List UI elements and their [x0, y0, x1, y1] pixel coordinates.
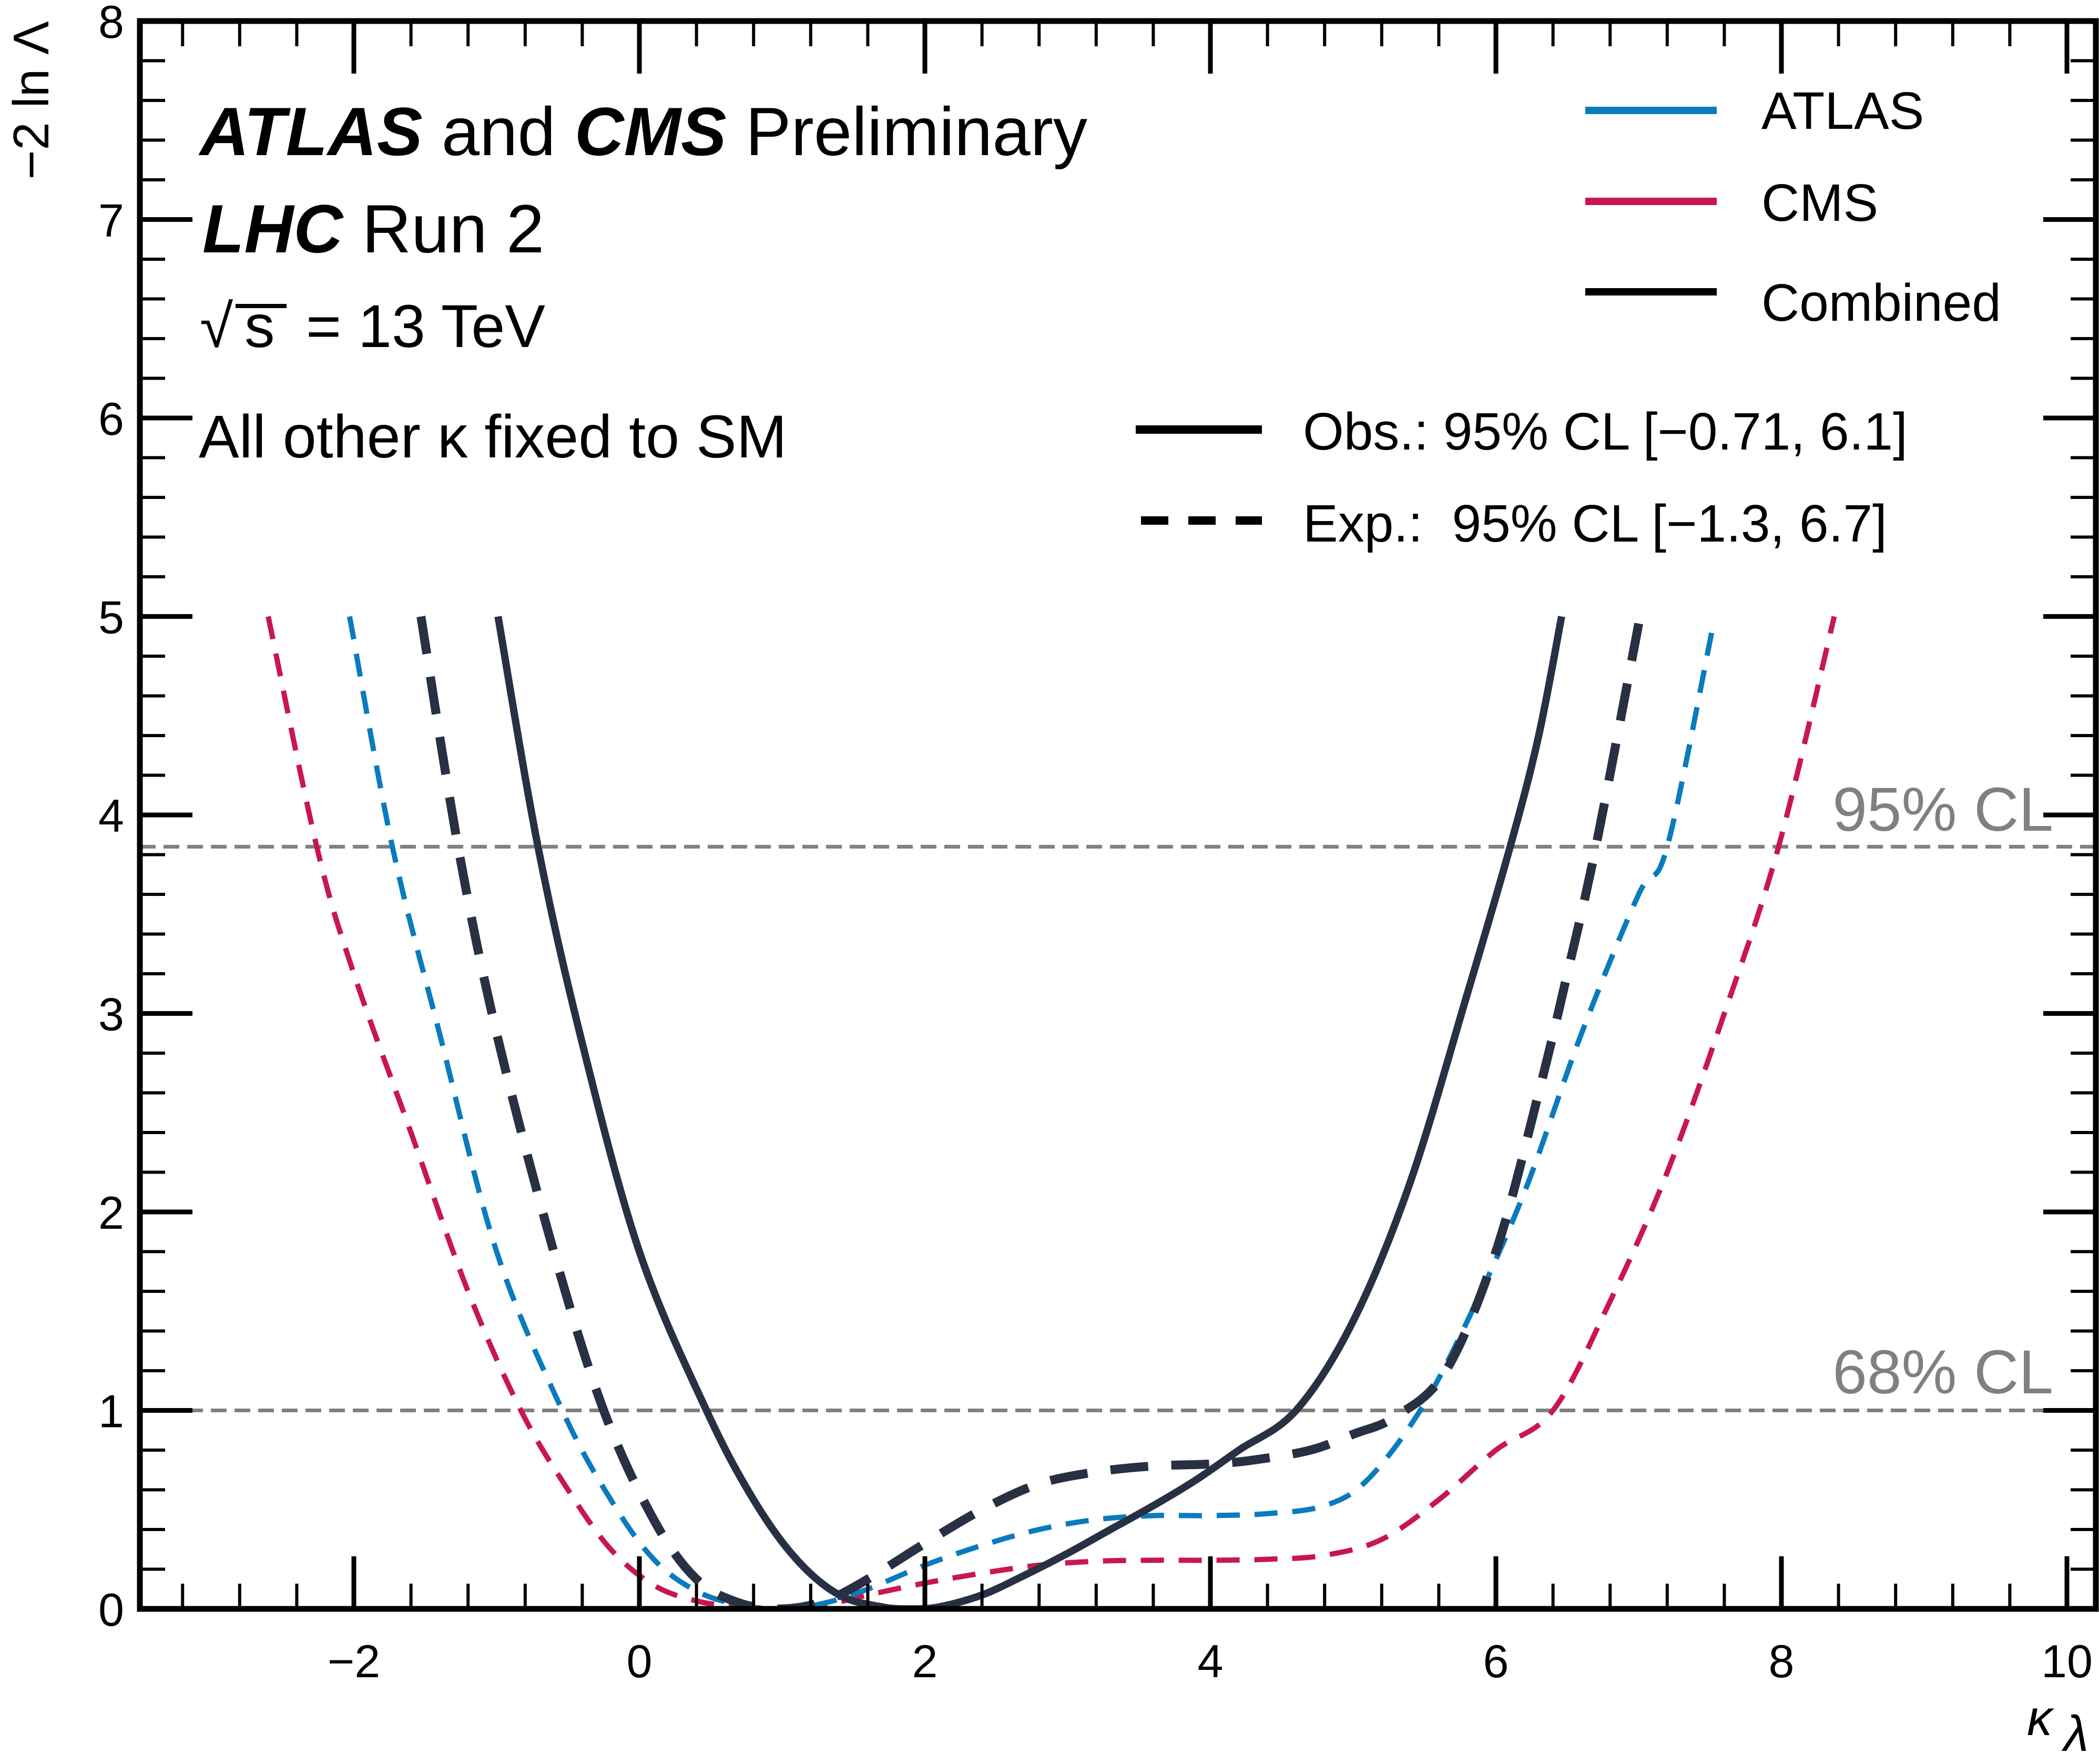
energy-annotation: √ s = 13 TeV	[200, 293, 545, 360]
y-tick-label: 2	[98, 1187, 124, 1239]
legend-label-observed: Obs.: 95% CL [−0.71, 6.1]	[1303, 402, 1908, 461]
plot-frame	[137, 18, 2099, 1612]
experiment-annotation: ATLAS and CMS Preliminary	[198, 93, 1087, 170]
y-tick-label: 3	[98, 988, 124, 1041]
x-tick-label: 2	[912, 1635, 938, 1687]
x-axis-title: κ λ	[2027, 1690, 2088, 1762]
s-symbol: s	[244, 293, 275, 360]
y-tick-label: 8	[98, 0, 124, 48]
tick-labels: −2 0 2 4 6 8 10 0 1 2 3 4 5 6 7 8	[98, 0, 2093, 1687]
axis-ticks	[140, 18, 2096, 1612]
series-layer	[266, 615, 1837, 1609]
x-tick-label: 4	[1198, 1635, 1224, 1687]
y-tick-label: 4	[98, 790, 124, 842]
condition-annotation: All other κ fixed to SM	[199, 403, 787, 471]
sqrt-symbol: √	[200, 293, 233, 360]
x-tick-label: 10	[2041, 1635, 2093, 1687]
preliminary-text: Preliminary	[727, 93, 1087, 170]
legend-label-expected: Exp.: 95% CL [−1.3, 6.7]	[1303, 494, 1887, 553]
legend-item-observed: Obs.: 95% CL [−0.71, 6.1]	[1136, 402, 1908, 461]
x-tick-label: 6	[1483, 1635, 1509, 1687]
x-tick-label: −2	[328, 1635, 380, 1687]
series-combined-expected	[416, 615, 1645, 1609]
x-tick-label: 8	[1769, 1635, 1795, 1687]
y-tick-label: 1	[98, 1385, 124, 1437]
reference-lines	[140, 844, 2096, 1412]
legend-item-combined: Combined	[1585, 273, 2001, 332]
cl68-label: 68% CL	[1832, 1338, 2053, 1407]
series-atlas-expected	[347, 616, 1716, 1609]
legend-label-atlas: ATLAS	[1761, 81, 1924, 140]
legend: ATLAS CMS Combined Obs.: 95% CL [−0.71, …	[1136, 81, 2001, 553]
y-tick-label: 6	[98, 393, 124, 445]
y-tick-label: 5	[98, 592, 124, 644]
series-combined-observed	[494, 616, 1565, 1609]
lhc-wordmark: LHC	[202, 190, 344, 267]
legend-item-cms: CMS	[1585, 174, 1878, 232]
cms-wordmark: CMS	[575, 93, 727, 170]
legend-label-cms: CMS	[1761, 174, 1878, 232]
run-text: Run 2	[343, 190, 544, 267]
run-annotation: LHC Run 2	[202, 190, 544, 267]
cl95-label: 95% CL	[1832, 775, 2053, 844]
energy-text: = 13 TeV	[289, 293, 545, 360]
y-tick-label: 0	[98, 1584, 124, 1636]
series-cms-expected	[266, 616, 1837, 1609]
legend-item-atlas: ATLAS	[1585, 81, 1924, 140]
y-axis-title: −2 ln Λ	[3, 21, 59, 180]
y-tick-label: 7	[98, 195, 124, 247]
legend-label-combined: Combined	[1761, 273, 2001, 332]
x-axis-title-sub: λ	[2061, 1706, 2088, 1762]
atlas-wordmark: ATLAS	[198, 93, 423, 170]
x-tick-label: 0	[627, 1635, 653, 1687]
x-axis-title-kappa: κ	[2027, 1690, 2055, 1746]
legend-item-expected: Exp.: 95% CL [−1.3, 6.7]	[1141, 494, 1887, 553]
and-text: and	[423, 93, 575, 170]
